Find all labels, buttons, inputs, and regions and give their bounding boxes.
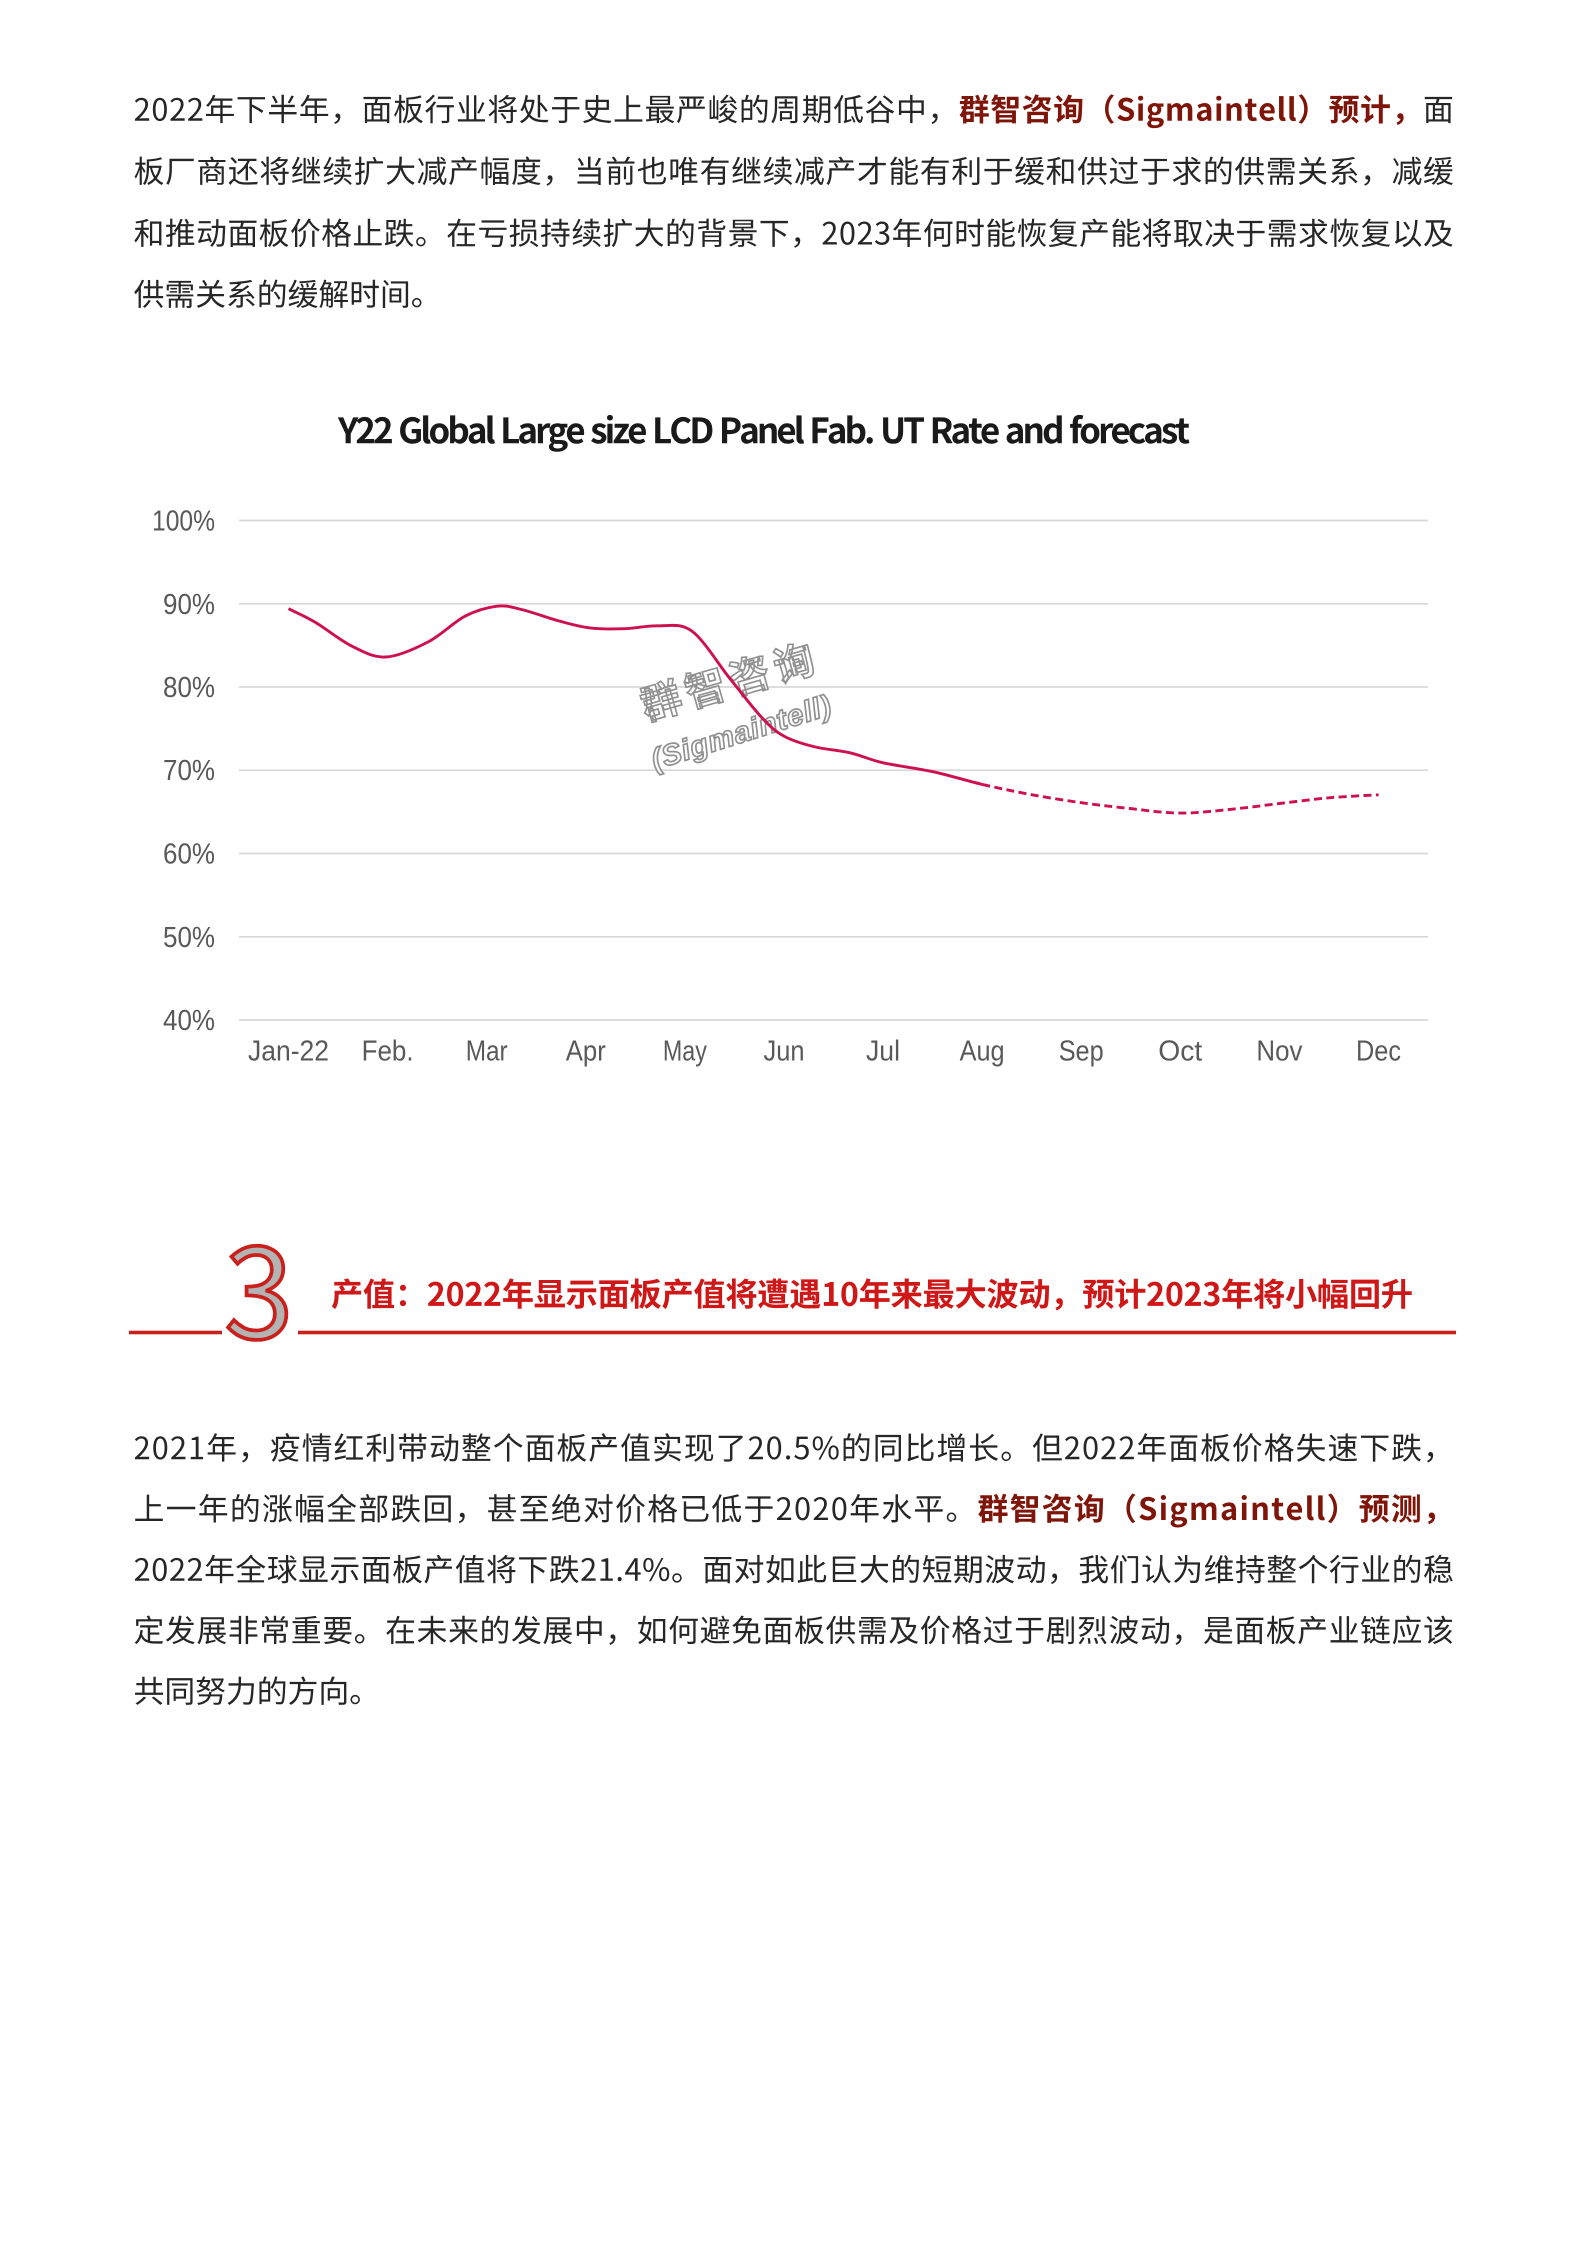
svg-text:Aug: Aug [960, 1036, 1005, 1068]
svg-text:Mar: Mar [466, 1036, 508, 1068]
svg-text:80%: 80% [163, 672, 215, 704]
svg-text:40%: 40% [163, 1005, 215, 1037]
svg-text:Sep: Sep [1059, 1036, 1104, 1068]
svg-text:Feb.: Feb. [362, 1036, 414, 1068]
svg-text:Oct: Oct [1158, 1036, 1202, 1068]
svg-text:Jan-22: Jan-22 [248, 1036, 329, 1068]
svg-text:Dec: Dec [1356, 1036, 1401, 1068]
svg-text:May: May [663, 1036, 707, 1068]
svg-text:Apr: Apr [566, 1036, 606, 1068]
svg-text:Nov: Nov [1256, 1036, 1302, 1068]
svg-text:50%: 50% [163, 922, 215, 954]
svg-text:90%: 90% [163, 589, 215, 621]
svg-text:Jun: Jun [764, 1036, 805, 1068]
svg-text:70%: 70% [163, 755, 215, 787]
svg-text:100%: 100% [152, 506, 215, 538]
svg-text:60%: 60% [163, 839, 215, 871]
svg-text:Jul: Jul [866, 1036, 900, 1068]
